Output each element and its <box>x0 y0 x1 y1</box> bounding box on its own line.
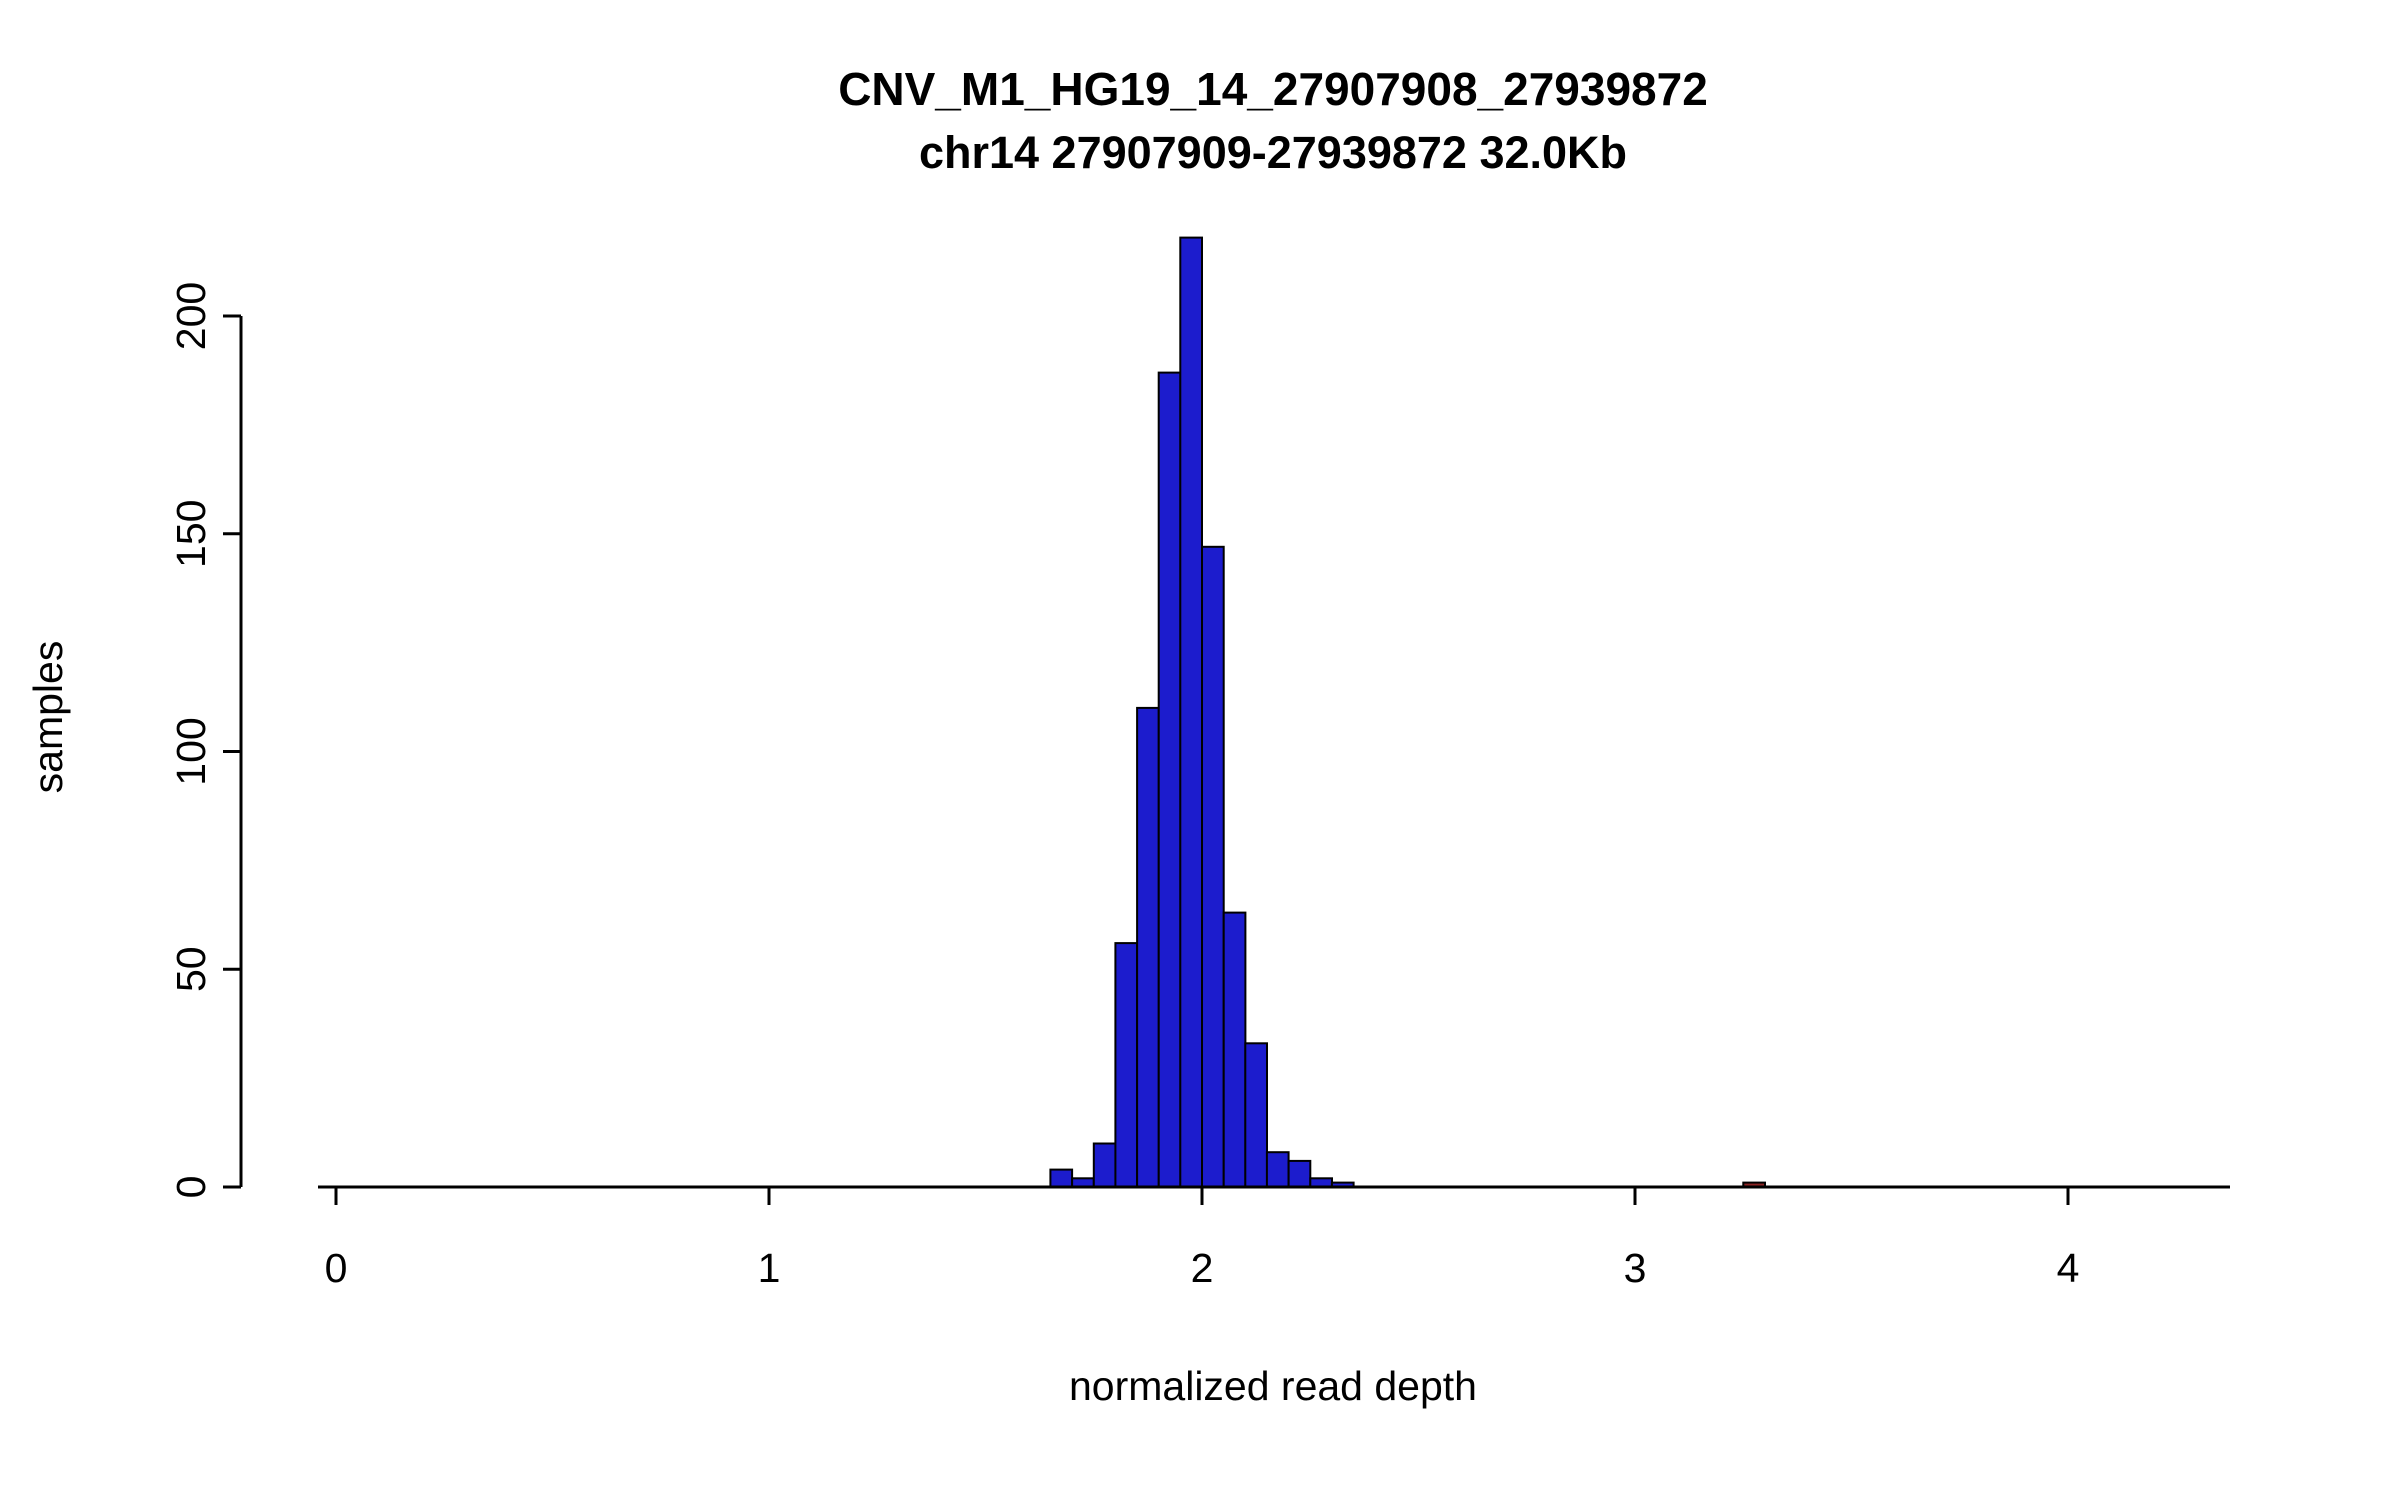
x-tick-label: 2 <box>1191 1245 1214 1291</box>
histogram-bar <box>1049 1168 1074 1188</box>
x-axis-label: normalized read depth <box>1069 1363 1477 1409</box>
histogram-bar <box>1244 1042 1269 1189</box>
histogram-bar <box>1287 1159 1312 1189</box>
x-tick-label: 0 <box>325 1245 348 1291</box>
histogram-bar <box>1222 911 1247 1188</box>
x-tick-label: 1 <box>758 1245 781 1291</box>
chart-title: CNV_M1_HG19_14_27907908_27939872 <box>838 63 1708 115</box>
y-tick-label: 0 <box>168 1176 214 1199</box>
y-tick-label: 100 <box>168 717 214 785</box>
histogram-bar <box>1201 545 1225 1188</box>
histogram-bar <box>1136 706 1160 1189</box>
y-tick-label: 200 <box>168 282 214 350</box>
y-tick-label: 50 <box>168 946 214 992</box>
y-axis-label: samples <box>25 641 71 794</box>
histogram-bar <box>1114 942 1139 1188</box>
histogram-bar <box>1179 236 1204 1189</box>
x-tick-label: 3 <box>1624 1245 1647 1291</box>
axes-layer: 0 1 2 3 4 0 50 100 150 200 <box>168 282 2230 1291</box>
chart-subtitle: chr14 27907909-27939872 32.0Kb <box>919 127 1627 178</box>
histogram-bar <box>1157 371 1182 1189</box>
x-tick-label: 4 <box>2057 1245 2080 1291</box>
bars-layer <box>1049 236 1767 1189</box>
histogram-bar <box>1092 1142 1117 1189</box>
y-tick-label: 150 <box>168 500 214 568</box>
histogram-bar <box>1265 1151 1290 1188</box>
